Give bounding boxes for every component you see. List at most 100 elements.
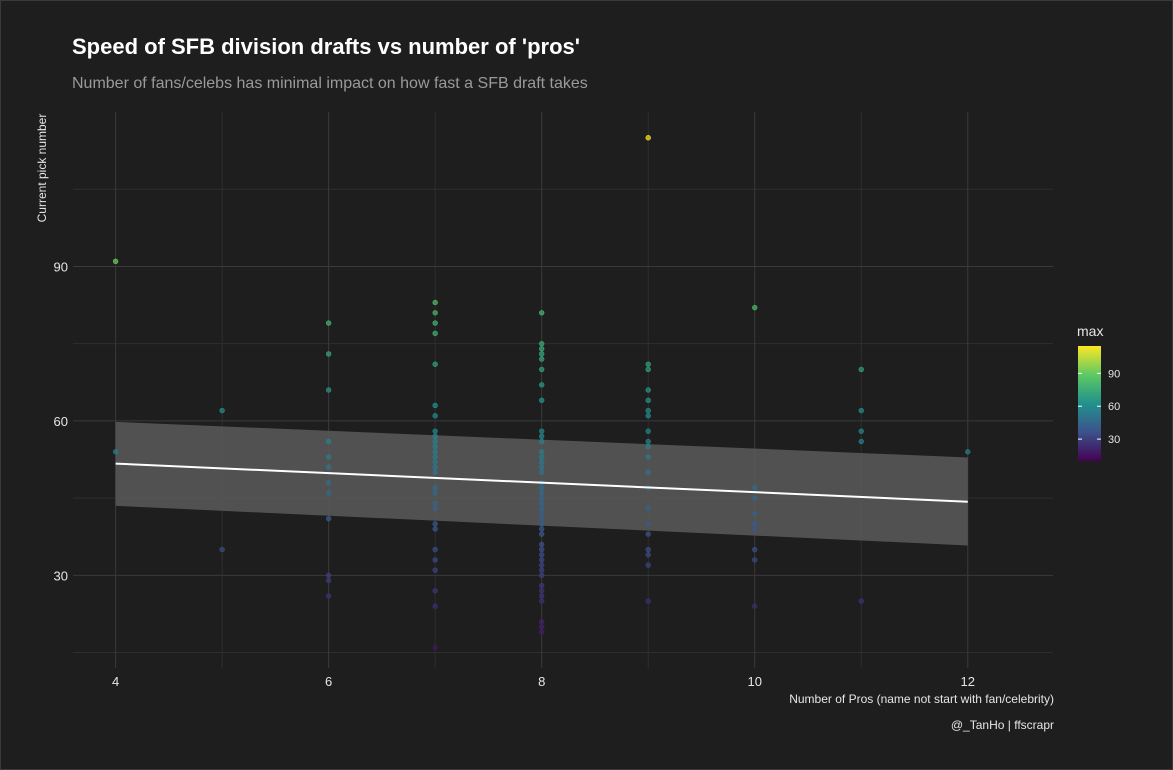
- data-point: [645, 562, 651, 568]
- data-point: [325, 572, 332, 579]
- chart-subtitle: Number of fans/celebs has minimal impact…: [72, 75, 588, 92]
- data-point: [538, 516, 545, 522]
- data-point: [432, 464, 438, 470]
- data-point: [432, 443, 438, 450]
- data-point: [432, 588, 438, 594]
- data-point: [538, 546, 545, 553]
- data-point: [325, 351, 332, 357]
- data-point: [645, 361, 651, 367]
- data-point: [538, 510, 545, 517]
- data-point: [645, 428, 651, 434]
- data-point: [112, 258, 119, 264]
- data-point: [538, 397, 545, 403]
- legend-tick-label: 90: [1108, 368, 1120, 380]
- data-point: [432, 567, 438, 573]
- x-tick-label: 4: [112, 674, 119, 689]
- trend-line: [115, 462, 968, 503]
- data-point: [325, 479, 332, 486]
- data-point: [538, 351, 545, 357]
- data-point: [645, 366, 651, 373]
- data-point: [752, 510, 758, 517]
- data-point: [432, 299, 438, 306]
- data-point: [858, 366, 864, 373]
- data-point: [432, 526, 438, 532]
- trend-layer: [115, 462, 968, 503]
- data-point: [645, 598, 651, 604]
- data-point: [538, 382, 545, 388]
- data-point: [645, 397, 651, 403]
- data-point: [112, 449, 119, 455]
- data-point: [858, 428, 864, 434]
- data-point: [538, 521, 545, 527]
- data-point: [538, 567, 545, 573]
- y-tick-label: 60: [54, 414, 68, 429]
- data-point: [325, 320, 332, 326]
- data-point: [858, 598, 864, 604]
- x-tick-label: 8: [538, 674, 545, 689]
- data-point: [538, 340, 545, 347]
- data-point: [752, 495, 758, 501]
- data-point: [752, 521, 758, 527]
- data-point: [325, 464, 332, 470]
- x-axis-label: Number of Pros (name not start with fan/…: [789, 692, 1054, 706]
- data-point: [538, 557, 545, 563]
- data-point: [538, 593, 545, 599]
- data-point: [432, 557, 438, 563]
- data-point: [752, 526, 758, 532]
- data-point: [965, 449, 971, 455]
- data-point: [325, 516, 332, 522]
- x-tick-label: 6: [325, 674, 332, 689]
- data-point: [645, 531, 651, 537]
- data-point: [538, 552, 545, 558]
- data-point: [538, 588, 545, 594]
- data-point: [432, 454, 438, 460]
- data-point: [538, 464, 545, 470]
- data-point: [432, 644, 438, 651]
- data-point: [432, 413, 438, 419]
- data-point: [538, 629, 545, 635]
- data-point: [325, 577, 332, 584]
- data-point: [645, 521, 651, 527]
- x-tick-label: 10: [748, 674, 762, 689]
- data-point: [538, 624, 545, 630]
- data-point: [752, 603, 758, 609]
- legend-title: max: [1077, 323, 1104, 339]
- data-point: [752, 546, 758, 553]
- data-point: [538, 428, 545, 434]
- legend-tick-label: 60: [1108, 401, 1120, 413]
- data-point: [858, 438, 864, 445]
- data-point: [432, 449, 438, 455]
- axis-tick-labels: 4 6 8 10 12 30 60 90: [54, 259, 975, 689]
- data-point: [752, 485, 758, 491]
- x-tick-label: 12: [961, 674, 975, 689]
- data-point: [645, 443, 651, 450]
- data-point: [432, 469, 438, 476]
- data-point: [538, 469, 545, 476]
- data-point: [432, 505, 438, 512]
- data-point: [538, 598, 545, 604]
- data-point: [432, 490, 438, 496]
- data-point: [645, 135, 651, 141]
- data-point: [645, 469, 651, 476]
- data-point: [432, 433, 438, 440]
- points-layer: [112, 135, 971, 651]
- data-point: [538, 572, 545, 579]
- data-point: [538, 459, 545, 465]
- chart-caption: @_TanHo | ffscrapr: [950, 718, 1054, 732]
- grid-lines: [73, 112, 1053, 668]
- data-point: [432, 402, 438, 409]
- data-point: [538, 346, 545, 352]
- color-legend: 30 60 90: [1078, 346, 1120, 461]
- data-point: [538, 562, 545, 568]
- data-point: [432, 438, 438, 445]
- data-point: [325, 387, 332, 393]
- data-point: [645, 454, 651, 460]
- data-point: [538, 526, 545, 532]
- data-point: [538, 433, 545, 440]
- data-point: [432, 521, 438, 527]
- data-point: [432, 428, 438, 434]
- data-point: [645, 505, 651, 512]
- data-point: [432, 500, 438, 506]
- data-point: [432, 330, 438, 337]
